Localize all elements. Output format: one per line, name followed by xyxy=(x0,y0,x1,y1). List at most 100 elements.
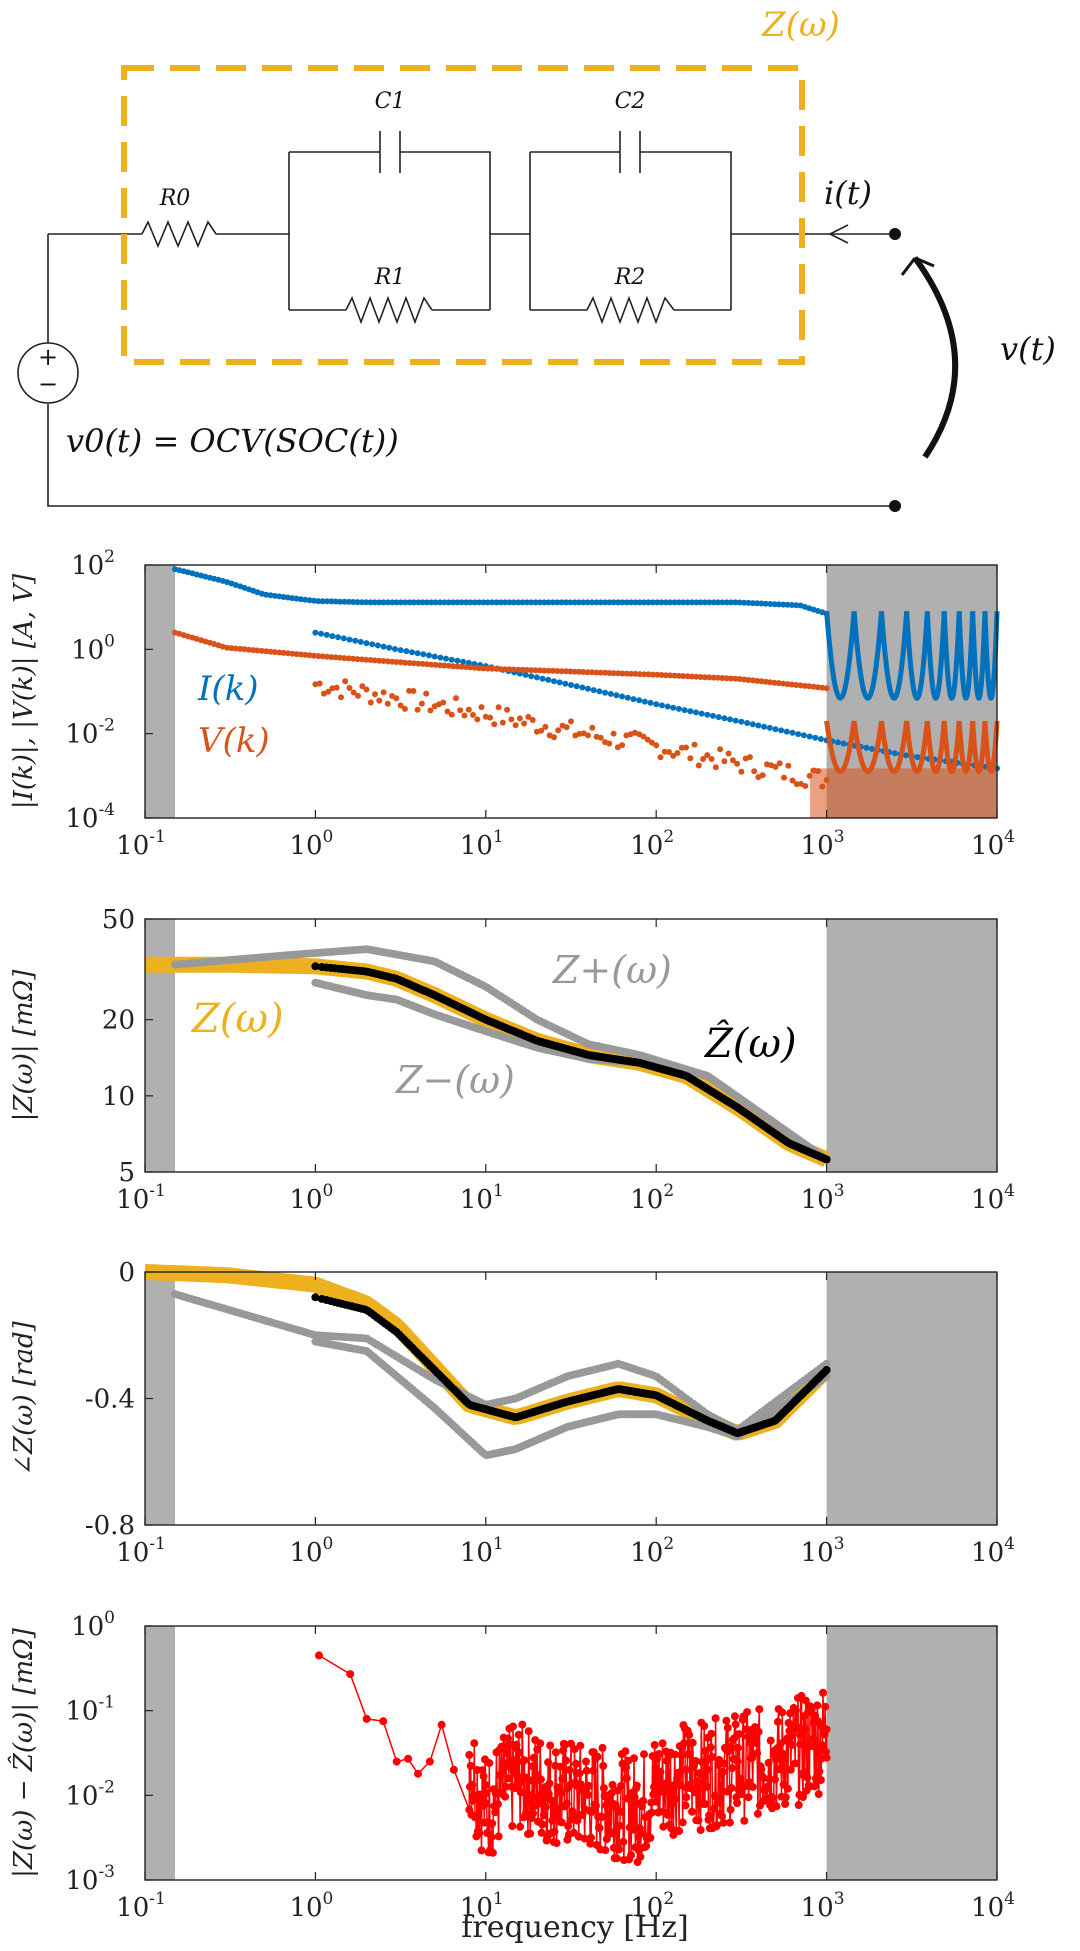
data-point xyxy=(715,714,722,721)
data-point xyxy=(610,599,617,606)
data-point xyxy=(647,699,654,706)
source-equation: v0(t) = OCV(SOC(t)) xyxy=(66,422,399,460)
error-point xyxy=(718,1767,727,1776)
error-point xyxy=(773,1717,782,1726)
data-point xyxy=(706,674,713,681)
error-point xyxy=(787,1732,796,1741)
data-point xyxy=(467,599,474,606)
data-point xyxy=(424,661,430,668)
data-point xyxy=(393,599,400,606)
data-point xyxy=(649,599,656,606)
error-point xyxy=(627,1851,636,1860)
y-tick-label: -0.4 xyxy=(85,1385,135,1415)
data-point xyxy=(397,599,404,606)
excluded-band-high xyxy=(826,919,997,1172)
y-tick-label: 10-3 xyxy=(65,1862,115,1896)
data-point xyxy=(589,724,596,731)
error-point xyxy=(744,1793,753,1802)
x-tick-label: 102 xyxy=(630,827,674,861)
data-point xyxy=(237,645,244,652)
data-point xyxy=(619,670,626,677)
data-point xyxy=(367,599,374,606)
data-point xyxy=(719,599,726,606)
error-point xyxy=(549,1798,558,1807)
data-point xyxy=(437,662,443,669)
error-point xyxy=(753,1749,762,1758)
error-point xyxy=(688,1807,696,1816)
error-point xyxy=(813,1701,822,1710)
error-point xyxy=(569,1810,578,1819)
error-point xyxy=(468,1780,477,1789)
x-tick-label: 104 xyxy=(971,1534,1015,1568)
estimate-series xyxy=(311,962,831,1164)
data-point xyxy=(641,599,648,606)
data-point xyxy=(532,667,539,674)
data-point xyxy=(795,731,802,738)
error-point xyxy=(619,1837,628,1846)
data-point xyxy=(431,653,438,660)
data-point xyxy=(749,721,756,728)
data-point xyxy=(271,592,278,599)
data-point xyxy=(688,599,695,606)
data-point xyxy=(440,699,447,706)
x-tick-exponent: -1 xyxy=(149,827,166,847)
error-point xyxy=(485,1759,494,1768)
data-point xyxy=(657,754,664,761)
data-point xyxy=(350,599,357,605)
error-point xyxy=(379,1717,388,1726)
data-point xyxy=(263,648,270,655)
data-point xyxy=(419,599,426,606)
error-point xyxy=(617,1781,626,1790)
data-point xyxy=(519,666,526,673)
x-tick-exponent: 0 xyxy=(323,1181,334,1201)
error-point xyxy=(612,1854,621,1863)
data-point xyxy=(597,599,604,606)
y-tick-label: 0 xyxy=(118,1258,135,1288)
data-point xyxy=(376,657,383,664)
data-point xyxy=(443,655,449,662)
data-point xyxy=(284,650,291,657)
error-point xyxy=(658,1739,667,1748)
error-point xyxy=(637,1829,646,1838)
data-point xyxy=(428,599,435,606)
error-point xyxy=(781,1800,790,1808)
data-point xyxy=(415,599,422,606)
data-point xyxy=(675,672,682,679)
y-tick-label: 100 xyxy=(71,1608,115,1642)
data-point xyxy=(732,675,739,682)
data-point xyxy=(593,669,600,676)
data-point xyxy=(654,599,661,606)
error-point xyxy=(476,1790,484,1799)
error-point xyxy=(556,1789,565,1798)
estimate-point xyxy=(311,962,320,971)
data-point xyxy=(704,752,711,759)
error-point xyxy=(757,1765,766,1774)
wire-left xyxy=(47,234,895,507)
y-tick-exponent: -3 xyxy=(98,1862,115,1882)
error-point xyxy=(660,1787,669,1796)
data-point xyxy=(628,670,635,677)
data-point xyxy=(276,649,283,656)
y-tick-label: 10-4 xyxy=(65,800,115,834)
data-point xyxy=(510,666,517,673)
error-point xyxy=(582,1766,591,1775)
data-point xyxy=(645,671,652,678)
data-point xyxy=(623,599,630,606)
data-point xyxy=(380,643,387,650)
error-point xyxy=(809,1734,817,1743)
data-point xyxy=(636,599,643,606)
data-point xyxy=(754,600,761,607)
data-point xyxy=(619,693,626,700)
data-point xyxy=(386,644,393,651)
data-point xyxy=(653,742,660,749)
data-point xyxy=(263,591,270,598)
data-point xyxy=(461,712,468,719)
data-point xyxy=(523,599,530,606)
data-point xyxy=(619,742,626,749)
x-tick-exponent: 2 xyxy=(663,1181,674,1201)
y-tick-exponent: -2 xyxy=(98,716,115,736)
error-point xyxy=(504,1734,512,1743)
data-point xyxy=(538,727,545,734)
data-point xyxy=(649,671,656,678)
data-point xyxy=(721,758,728,765)
